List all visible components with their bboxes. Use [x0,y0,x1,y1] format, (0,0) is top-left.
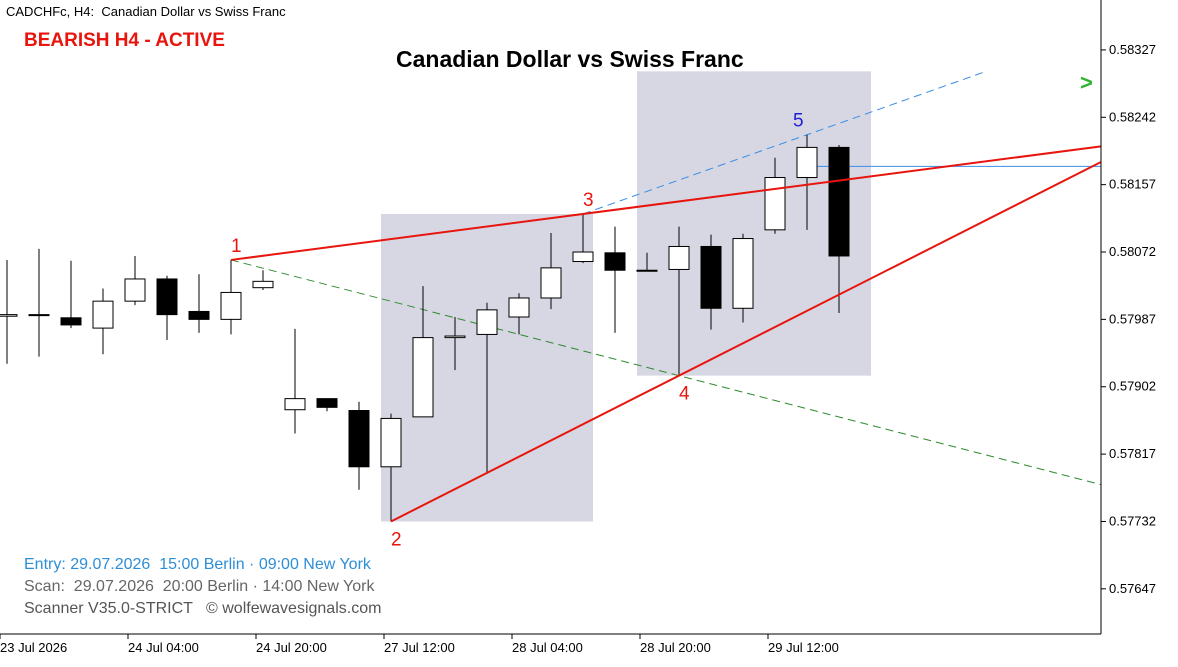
time-tick-label: 23 Jul 2026 [0,640,67,655]
candle [28,248,50,357]
chart-title: Canadian Dollar vs Swiss Franc [396,46,744,72]
candle-body [572,251,594,263]
candle [0,259,18,364]
price-tick-label: 0.57987 [1109,311,1156,326]
candle [796,134,818,230]
wave-line-1-3 [230,145,1102,261]
wave-line-2-4 [390,161,1102,523]
price-tick-label: 0.57647 [1109,581,1156,596]
candlesticks [0,134,850,522]
candle [700,234,722,330]
axes: 0.58327 0.58242 0.58157 0.58072 0.57987 0.579… [0,0,1156,655]
candle-body [540,267,562,299]
wave-point-labels: 1 2 3 4 5 [231,111,804,551]
candle-body [348,410,370,468]
wave-point-4-label: 4 [679,384,690,405]
candle-body [220,291,242,320]
entry-info: Entry: 29.07.2026 15:00 Berlin · 09:00 N… [24,556,371,573]
candle-body [732,238,754,309]
candle [540,232,562,310]
price-tick-label: 0.58327 [1109,42,1156,57]
candle [668,226,690,376]
candle-body [316,398,338,408]
time-tick-label: 28 Jul 20:00 [640,640,711,655]
candle-body [0,314,18,317]
candle [444,317,466,371]
wave-zones [381,71,871,522]
candle-body [764,177,786,231]
candle [188,274,210,333]
scan-info: Scan: 29.07.2026 20:00 Berlin · 14:00 Ne… [24,578,375,595]
price-tick-label: 0.57902 [1109,379,1156,394]
price-tick-label: 0.58157 [1109,177,1156,192]
candle [60,260,82,329]
price-tick-label: 0.58242 [1109,109,1156,124]
wave-lines [230,145,1102,523]
candle [508,293,530,335]
candle-body [700,245,722,309]
candle-body [444,335,466,339]
candle-body [668,245,690,270]
candle [476,302,498,474]
candle-body [252,280,274,289]
candle [412,286,434,418]
candle-body [476,309,498,335]
candle-body [604,252,626,271]
candle-body [796,146,818,179]
candle-body [412,337,434,418]
candle [732,233,754,323]
wave-point-3-label: 3 [583,190,594,211]
candle [92,288,114,355]
candle [348,401,370,490]
candle-body [124,278,146,302]
candle-body [828,146,850,257]
candle [252,270,274,291]
price-tick-label: 0.57817 [1109,446,1156,461]
projection-line-1-4 [230,259,1102,486]
candle-body [284,398,306,411]
candle [764,157,786,234]
instrument-name: Canadian Dollar vs Swiss Franc [101,4,286,19]
price-tick-label: 0.58072 [1109,244,1156,259]
candle-body [636,269,658,272]
candle [636,252,658,272]
candle [316,398,338,412]
projection-line-3-5 [582,71,986,215]
symbol-label: CADCHFc, H4: [6,4,95,19]
time-tick-label: 24 Jul 04:00 [128,640,199,655]
candle [156,275,178,340]
time-tick-label: 27 Jul 12:00 [384,640,455,655]
candle [284,328,306,434]
price-tick-label: 0.57732 [1109,513,1156,528]
candle-body [188,310,210,320]
candle [572,213,594,264]
candle [124,255,146,306]
wave-point-2-label: 2 [391,529,402,550]
candle [604,226,626,333]
chart-header: CADCHFc, H4: Canadian Dollar vs Swiss Fr… [6,4,286,19]
candle-body [28,314,50,317]
candle-body [92,300,114,329]
candle-body [380,417,402,468]
candle [380,413,402,522]
signal-status: BEARISH H4 - ACTIVE [24,30,225,51]
green-chevron-right-icon: > [1080,70,1093,95]
wave-point-1-label: 1 [231,236,242,257]
candle [828,145,850,314]
candle-body [508,297,530,318]
candle-body [60,317,82,326]
scanner-version: Scanner V35.0-STRICT © wolfewavesignals.… [24,600,382,617]
candle-body [156,278,178,316]
time-tick-label: 24 Jul 20:00 [256,640,327,655]
candle [220,259,242,335]
wave-point-5-label: 5 [793,111,804,132]
time-tick-label: 29 Jul 12:00 [768,640,839,655]
time-tick-label: 28 Jul 04:00 [512,640,583,655]
